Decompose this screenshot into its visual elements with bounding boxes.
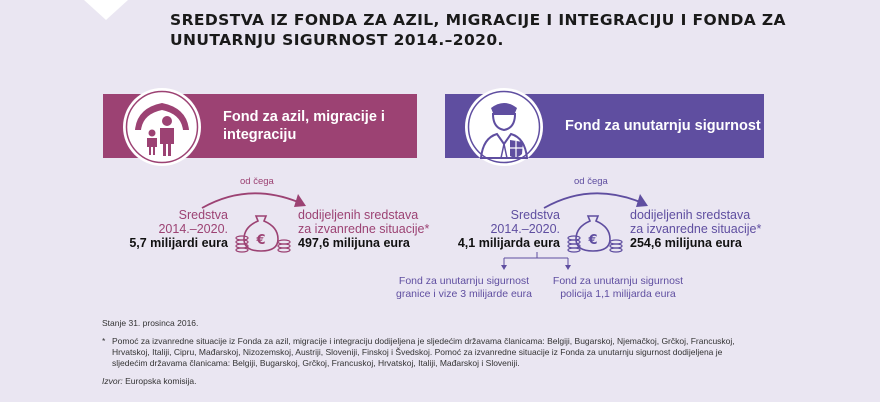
page-title: SREDSTVA IZ FONDA ZA AZIL, MIGRACIJE I I… [170, 11, 786, 49]
police-officer-icon [463, 86, 545, 168]
isf-funds-total: 4,1 milijarda eura [457, 236, 560, 250]
isf-of-which-label: od čega [574, 176, 608, 187]
amif-of-which-label: od čega [240, 176, 274, 187]
isf-funds-line2: 2014.–2020. [490, 222, 560, 236]
isf-banner-label: Fond za unutarnju sigurnost [565, 118, 761, 134]
family-protection-icon [121, 86, 203, 168]
isf-police-sub: Fond za unutarnju sigurnost policija 1,1… [538, 275, 698, 301]
amif-funds-line2: 2014.–2020. [158, 222, 228, 236]
footnote-text: Pomoć za izvanredne situacije iz Fonda z… [112, 336, 735, 368]
isf-emergency-total: 254,6 milijuna eura [630, 236, 742, 250]
isf-police-line1: Fond za unutarnju sigurnost [552, 275, 684, 287]
amif-emergency-line1: dodijeljenih sredstava [298, 208, 419, 222]
footnote-mark: * [102, 336, 106, 346]
isf-borders-sub: Fond za unutarnju sigurnost granice i vi… [384, 275, 544, 301]
isf-banner: Fond za unutarnju sigurnost [445, 88, 764, 166]
amif-emergency-line2: za izvanredne situacije* [298, 222, 430, 236]
source-label: Izvor: [102, 376, 123, 386]
isf-police-line2: policija 1,1 milijarda eura [560, 288, 676, 300]
amif-money-icon: € [235, 215, 291, 253]
amif-of-which-arrow [201, 192, 306, 209]
isf-money-icon: € [567, 215, 623, 253]
amif-banner: Fond za azil, migracije i integraciju [103, 88, 417, 166]
isf-emergency-line2: za izvanredne situacije* [630, 222, 762, 236]
amif-funds-line1: Sredstva [178, 208, 228, 222]
notes-footnote: * Pomoć za izvanredne situacije iz Fonda… [102, 336, 742, 369]
amif-emergency-total: 497,6 milijuna eura [298, 236, 410, 250]
isf-borders-line1: Fond za unutarnju sigurnost [398, 275, 530, 287]
notes-date: Stanje 31. prosinca 2016. [102, 318, 199, 328]
isf-of-which-arrow [543, 192, 648, 209]
amif-funds-total: 5,7 milijardi eura [129, 236, 228, 250]
isf-split-bracket [501, 252, 571, 270]
isf-funds-line1: Sredstva [510, 208, 560, 222]
isf-emergency-line1: dodijeljenih sredstava [630, 208, 751, 222]
corner-triangle-decoration [84, 0, 128, 20]
amif-banner-label: Fond za azil, migracije i integraciju [223, 109, 385, 143]
notes-source: Izvor: Europska komisija. [102, 376, 742, 387]
notes: Stanje 31. prosinca 2016. * Pomoć za izv… [102, 318, 742, 394]
svg-text:€: € [255, 233, 265, 248]
svg-text:€: € [587, 233, 597, 248]
isf-borders-line2: granice i vize 3 milijarde eura [396, 288, 532, 300]
source-value: Europska komisija. [122, 376, 197, 386]
